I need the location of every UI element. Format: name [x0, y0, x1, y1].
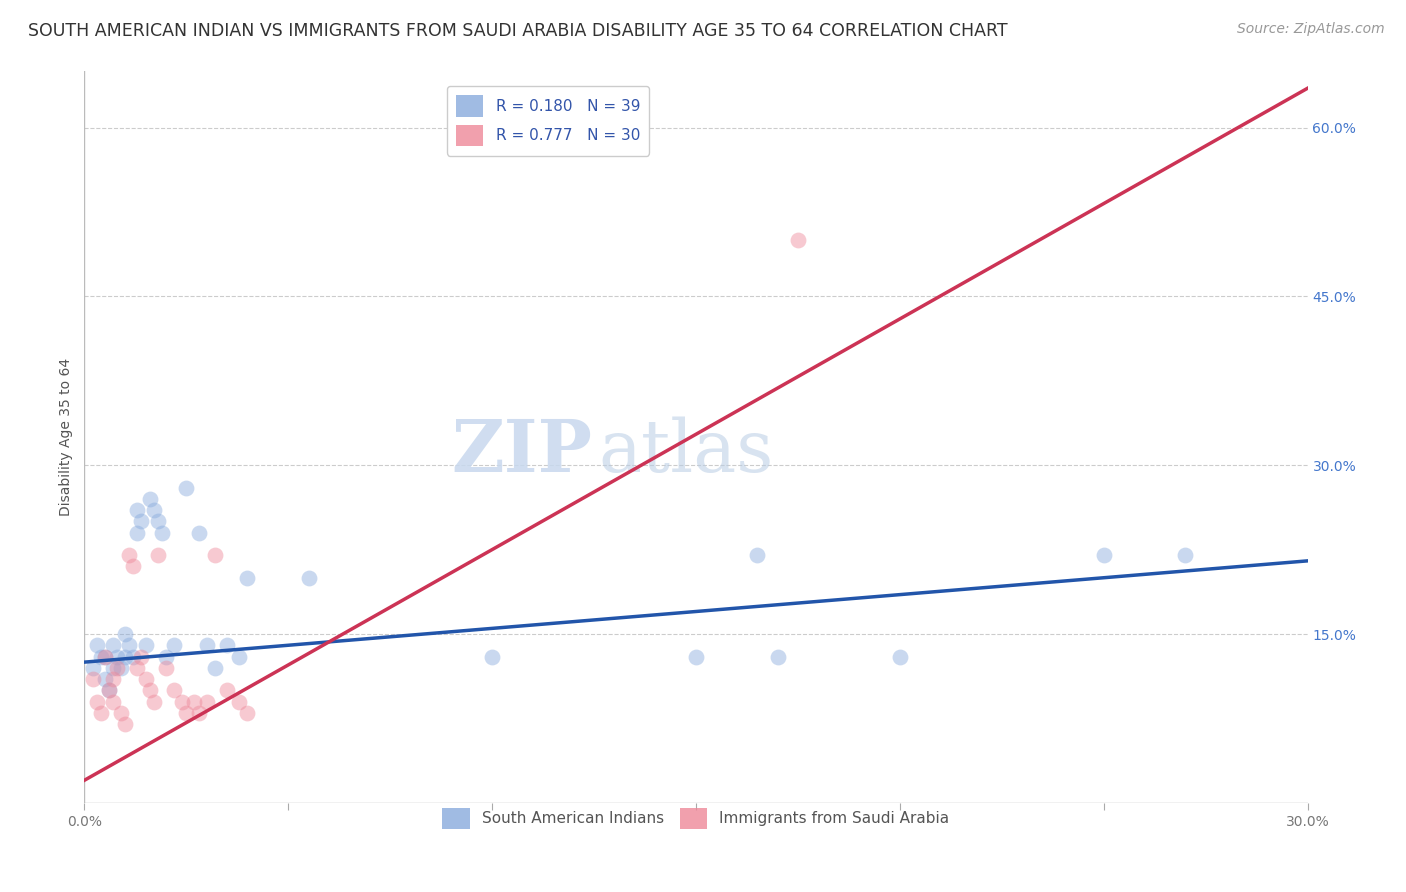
- Point: [101, 638, 124, 652]
- Point: [217, 638, 239, 652]
- Point: [97, 683, 120, 698]
- Point: [217, 683, 239, 698]
- Point: [481, 649, 503, 664]
- Point: [122, 559, 145, 574]
- Point: [131, 515, 153, 529]
- Point: [183, 694, 205, 708]
- Point: [187, 706, 209, 720]
- Point: [86, 694, 108, 708]
- Point: [298, 571, 321, 585]
- Point: [135, 672, 157, 686]
- Point: [93, 649, 115, 664]
- Point: [138, 491, 160, 506]
- Point: [204, 661, 226, 675]
- Point: [105, 661, 128, 675]
- Point: [101, 661, 124, 675]
- Text: atlas: atlas: [598, 417, 773, 487]
- Point: [172, 694, 194, 708]
- Point: [93, 649, 115, 664]
- Point: [787, 233, 810, 247]
- Text: Source: ZipAtlas.com: Source: ZipAtlas.com: [1237, 22, 1385, 37]
- Point: [122, 649, 145, 664]
- Legend: South American Indians, Immigrants from Saudi Arabia: South American Indians, Immigrants from …: [436, 802, 956, 836]
- Point: [228, 649, 250, 664]
- Point: [747, 548, 769, 562]
- Point: [118, 548, 141, 562]
- Point: [155, 649, 177, 664]
- Point: [105, 649, 128, 664]
- Point: [195, 638, 218, 652]
- Point: [101, 694, 124, 708]
- Point: [142, 694, 165, 708]
- Point: [195, 694, 218, 708]
- Point: [142, 503, 165, 517]
- Point: [86, 638, 108, 652]
- Point: [127, 525, 149, 540]
- Point: [174, 481, 197, 495]
- Point: [146, 515, 169, 529]
- Point: [127, 661, 149, 675]
- Point: [90, 649, 112, 664]
- Text: ZIP: ZIP: [451, 417, 592, 487]
- Point: [174, 706, 197, 720]
- Text: SOUTH AMERICAN INDIAN VS IMMIGRANTS FROM SAUDI ARABIA DISABILITY AGE 35 TO 64 CO: SOUTH AMERICAN INDIAN VS IMMIGRANTS FROM…: [28, 22, 1008, 40]
- Point: [138, 683, 160, 698]
- Point: [135, 638, 157, 652]
- Point: [114, 649, 136, 664]
- Y-axis label: Disability Age 35 to 64: Disability Age 35 to 64: [59, 358, 73, 516]
- Point: [1092, 548, 1115, 562]
- Point: [187, 525, 209, 540]
- Point: [236, 571, 259, 585]
- Point: [163, 638, 186, 652]
- Point: [204, 548, 226, 562]
- Point: [118, 638, 141, 652]
- Point: [150, 525, 173, 540]
- Point: [110, 661, 132, 675]
- Point: [766, 649, 789, 664]
- Point: [101, 672, 124, 686]
- Point: [114, 627, 136, 641]
- Point: [685, 649, 707, 664]
- Point: [146, 548, 169, 562]
- Point: [889, 649, 911, 664]
- Point: [236, 706, 259, 720]
- Point: [82, 672, 104, 686]
- Point: [131, 649, 153, 664]
- Point: [155, 661, 177, 675]
- Point: [110, 706, 132, 720]
- Point: [114, 717, 136, 731]
- Point: [163, 683, 186, 698]
- Point: [93, 672, 115, 686]
- Point: [90, 706, 112, 720]
- Point: [127, 503, 149, 517]
- Point: [228, 694, 250, 708]
- Point: [97, 683, 120, 698]
- Point: [82, 661, 104, 675]
- Point: [1174, 548, 1197, 562]
